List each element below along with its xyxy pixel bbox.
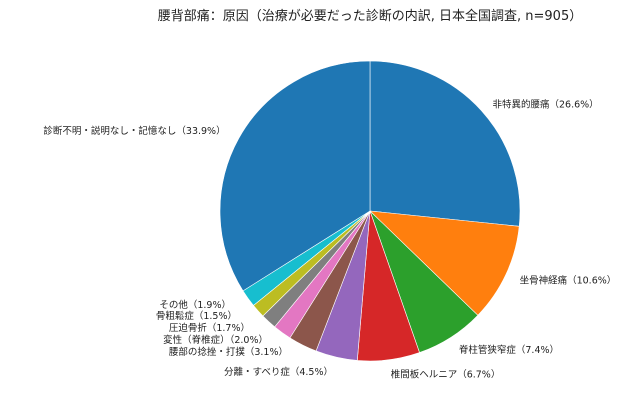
pie-slice-0 xyxy=(369,60,521,227)
pie-slices xyxy=(219,60,521,362)
pie-label-1: 坐骨神経痛（10.6%） xyxy=(520,275,617,287)
pie-label-4: 分離・すべり症（4.5%） xyxy=(224,366,333,378)
pie-labels: 非特異的腰痛（26.6%） 坐骨神経痛（10.6%） 脊柱管狭窄症（7.4%） 椎間板… xyxy=(43,98,616,380)
pie-label-9: その他（1.9%） xyxy=(159,299,231,311)
pie-label-0: 非特異的腰痛（26.6%） xyxy=(493,98,599,110)
chart-title: 腰背部痛：原因（治療が必要だった診断の内訳, 日本全国調査, n=905） xyxy=(158,8,582,24)
pie-slice-1 xyxy=(369,210,520,316)
pie-label-3: 椎間板ヘルニア（6.7%） xyxy=(391,369,501,381)
pie-label-10: 診断不明・説明なし・記憶なし（33.9%） xyxy=(43,125,225,137)
pie-label-6: 変性（脊椎症）（2.0%） xyxy=(163,334,268,346)
pie-label-7: 圧迫骨折（1.7%） xyxy=(169,322,250,334)
pie-label-2: 脊柱管狭窄症（7.4%） xyxy=(459,344,559,356)
pie-label-5: 腰部の捻挫・打撲（3.1%） xyxy=(169,346,288,358)
pie-slice-10 xyxy=(219,60,371,292)
pie-label-8: 骨粗鬆症（1.5%） xyxy=(156,310,237,322)
